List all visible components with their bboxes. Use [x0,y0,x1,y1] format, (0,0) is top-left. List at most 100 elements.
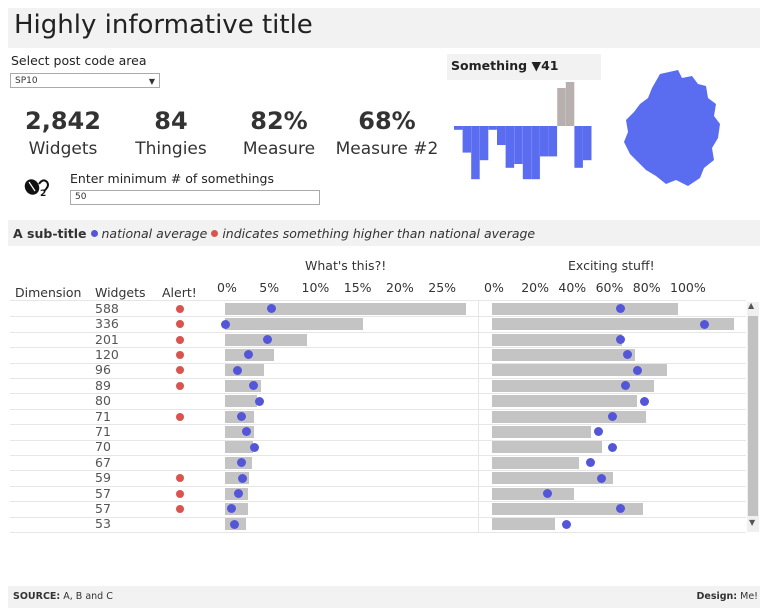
alert-dot [176,366,184,375]
row-separator [10,393,746,395]
red-dot-icon [211,230,219,237]
min-somethings-input[interactable]: 50 [70,190,320,205]
whats-this-bar [225,364,264,377]
national-average-dot [608,442,618,452]
national-average-dot [236,458,246,468]
mouse-icon: 2 [24,179,49,197]
row-separator [10,470,746,472]
national-average-dot [255,396,265,406]
widgets-cell: 53 [95,516,111,532]
col-header-dimension: Dimension [15,285,82,300]
subtitle-higher: indicates something higher than national… [222,226,536,241]
mini-bar [479,126,489,161]
whats-this-bar [225,395,258,408]
kpi-measure-label: Measure [242,139,316,159]
row-separator [10,532,746,533]
national-average-dot [250,442,260,452]
national-average-dot [615,304,625,314]
kpi-widgets-label: Widgets [28,139,98,159]
row-separator [10,516,746,518]
postcode-select-value: SP10 [15,76,38,86]
alert-dot [176,412,184,421]
widgets-cell: 96 [95,362,111,378]
footer-source-label: SOURCE: [13,591,61,602]
exciting-bar [492,425,591,438]
exciting-bar [492,364,667,377]
mini-bar [454,126,463,130]
widgets-cell: 201 [95,331,119,347]
widgets-cell: 59 [95,470,111,486]
exciting-bar [492,379,654,392]
page-title: Highly informative title [14,10,313,40]
axis-tick: 20% [386,280,414,295]
scroll-down-icon[interactable]: ▼ [749,518,756,527]
national-average-dot [623,350,633,360]
mini-bar [557,88,566,126]
national-average-dot [593,427,603,437]
alert-dot [176,489,184,498]
national-average-dot [238,473,248,483]
row-separator [10,408,746,410]
scrollbar-thumb[interactable] [748,316,758,516]
col-header-widgets: Widgets [95,285,146,300]
alert-dot [176,335,184,344]
mini-bar-group [454,82,592,180]
area-map [624,70,720,186]
mini-bar [497,126,506,145]
row-separator [10,455,746,456]
footer-source: SOURCE: A, B and C [13,591,113,602]
footer-design-text: Me! [740,591,758,602]
area-map-shape [624,70,720,186]
mini-bar [565,82,575,126]
widgets-cell: 71 [95,423,111,439]
row-separator [10,424,746,426]
national-average-dot [220,319,230,329]
kpi-measure-value: 82% [250,107,308,135]
exciting-bar [492,318,734,331]
national-average-dot [236,412,246,421]
svg-text:2: 2 [40,189,46,197]
axis-tick: 25% [428,280,457,295]
col-header-exciting: Exciting stuff! [568,258,655,273]
widgets-cell: 588 [95,300,119,316]
scroll-up-icon[interactable]: ▲ [748,301,755,310]
axis-tick: 80% [632,280,661,295]
postcode-select[interactable]: SP10 ▼ [10,73,160,88]
exciting-bar [492,348,636,361]
national-average-dot [229,519,239,529]
national-average-dot [615,504,625,514]
alert-dot [176,320,184,329]
kpi-measure2-label: Measure #2 [335,139,439,159]
axis-tick: 15% [343,280,372,295]
mini-bar [462,126,472,153]
national-average-dot [262,335,272,344]
col-header-alert: Alert! [162,285,197,300]
postcode-select-label: Select post code area [11,53,147,68]
row-separator [10,485,746,487]
exciting-bar [492,518,556,531]
kpi-thingies-label: Thingies [135,139,207,159]
axis-tick: 0% [484,280,504,295]
national-average-dot [244,350,254,360]
national-average-dot [597,473,607,483]
something-panel [447,54,601,80]
national-average-dot [266,304,276,314]
something-value: 41 [541,58,559,73]
mini-bar [471,126,480,180]
mini-bar [583,126,592,161]
mini-bar [531,126,540,180]
footer-source-text: A, B and C [63,591,113,602]
subtitle-heading: A sub-title [13,226,87,241]
widgets-cell: 71 [95,408,111,424]
national-average-dot [632,365,642,375]
footer-bar [8,586,760,608]
mini-bar [514,126,523,164]
alert-dot [176,381,184,390]
exciting-bar [492,487,574,500]
down-arrow-icon: ▼ [531,58,542,73]
row-separator [10,378,746,379]
row-separator [10,362,746,364]
national-average-dot [608,412,618,421]
alert-dot [176,350,184,359]
kpi-thingies-value: 84 [154,107,188,135]
